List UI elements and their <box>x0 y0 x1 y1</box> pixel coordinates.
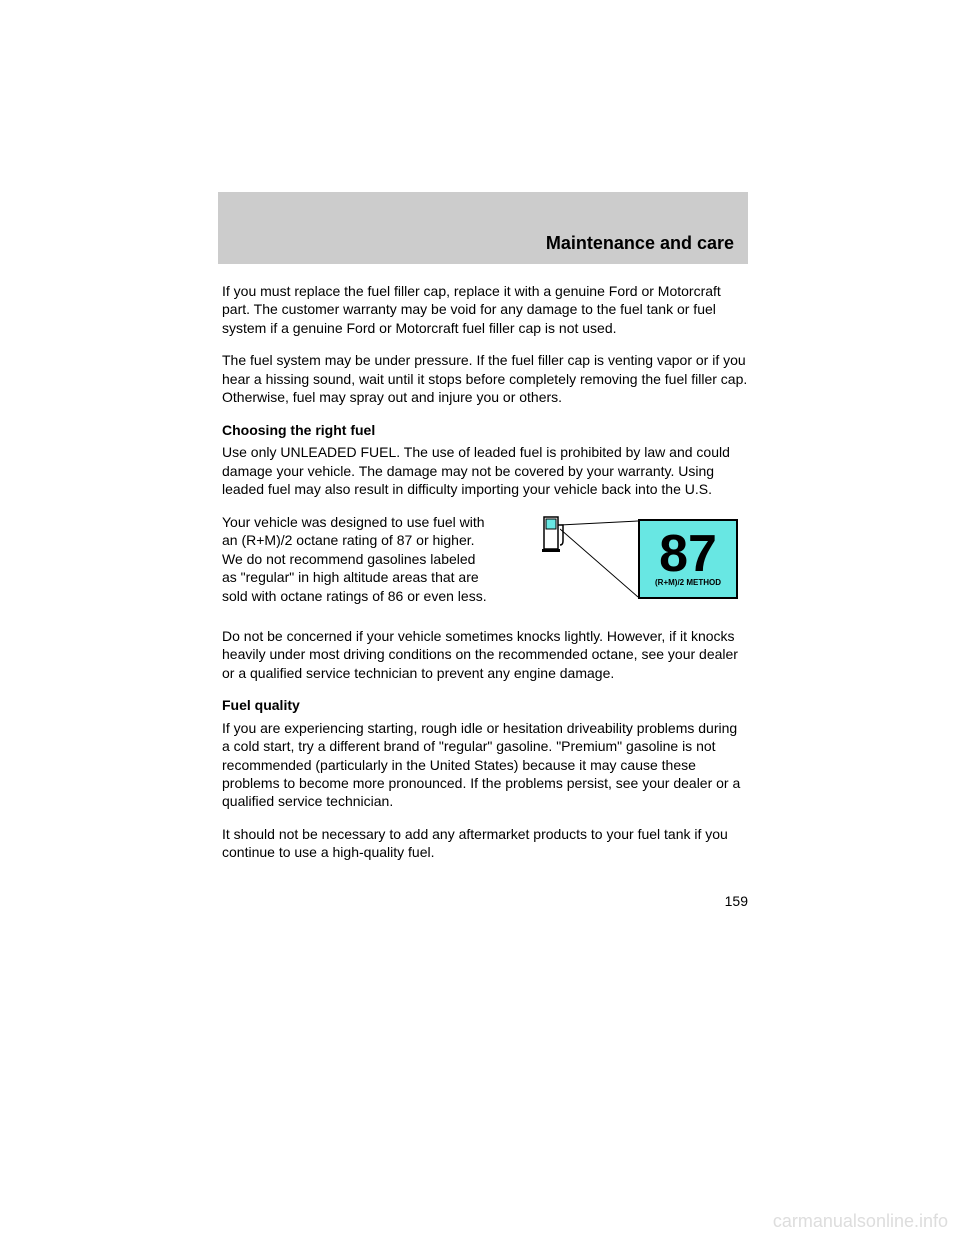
intro-paragraph: If you must replace the fuel filler cap,… <box>222 282 748 337</box>
page-number: 159 <box>725 893 748 909</box>
header-title: Maintenance and care <box>546 233 734 254</box>
octane-section: Your vehicle was designed to use fuel wi… <box>222 513 748 613</box>
fuel-paragraph: Use only UNLEADED FUEL. The use of leade… <box>222 443 748 498</box>
page-container: Maintenance and care If you must replace… <box>218 192 748 910</box>
warning-paragraph: The fuel system may be under pressure. I… <box>222 351 748 406</box>
connector-lines-icon <box>560 519 640 599</box>
fuel-heading: Choosing the right fuel <box>222 421 748 439</box>
header-bar: Maintenance and care <box>218 192 748 264</box>
content-area: If you must replace the fuel filler cap,… <box>218 264 748 910</box>
fpo-paragraph: If you are experiencing starting, rough … <box>222 719 748 811</box>
warning-block: The fuel system may be under pressure. I… <box>222 351 748 406</box>
octane-paragraph: Your vehicle was designed to use fuel wi… <box>222 513 492 605</box>
octane-number: 87 <box>659 528 717 580</box>
octane-method: (R+M)/2 METHOD <box>655 578 721 589</box>
watermark: carmanualsonline.info <box>773 1211 948 1232</box>
octane-figure: 87 (R+M)/2 METHOD <box>538 513 738 603</box>
no-benefit-paragraph: Do not be concerned if your vehicle some… <box>222 627 748 682</box>
closing-paragraph: It should not be necessary to add any af… <box>222 825 748 862</box>
octane-label: 87 (R+M)/2 METHOD <box>638 519 738 599</box>
fpo-heading: Fuel quality <box>222 696 748 714</box>
